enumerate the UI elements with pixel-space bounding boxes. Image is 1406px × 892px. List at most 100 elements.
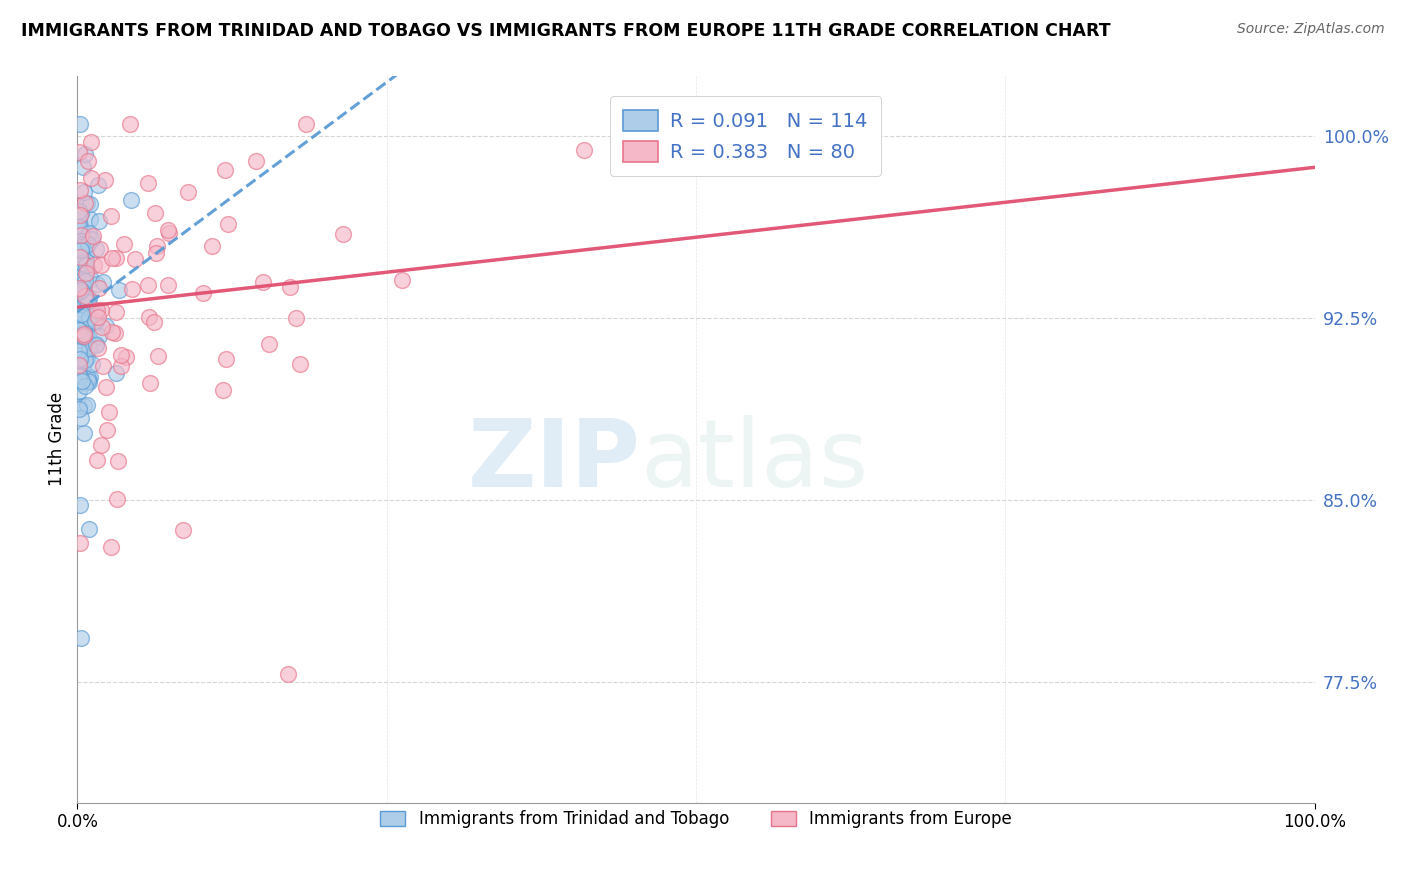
Point (84, 315, 107, 329)
Point (96, 423, 118, 437)
Point (89, 281, 111, 295)
Point (77, 331, 100, 345)
Point (108, 283, 131, 297)
Point (75, 254, 97, 268)
Point (73, 326, 96, 341)
Point (73, 290, 96, 304)
Point (75, 266, 97, 280)
Point (110, 359, 132, 373)
Point (84, 243, 107, 257)
Point (75, 195, 97, 210)
Point (145, 239, 167, 253)
Point (77, 371, 100, 385)
Point (67, 233, 90, 247)
Point (191, 285, 214, 300)
Point (75, 315, 97, 329)
Point (72, 345, 94, 359)
Y-axis label: 11th Grade: 11th Grade (48, 392, 66, 486)
Point (98, 405, 121, 419)
Point (77, 310, 100, 325)
Point (284, 311, 307, 326)
Legend: Immigrants from Trinidad and Tobago, Immigrants from Europe: Immigrants from Trinidad and Tobago, Imm… (374, 803, 1018, 834)
Point (70, 235, 93, 249)
Point (104, 326, 127, 341)
Point (72, 360, 94, 375)
Point (177, 185, 200, 199)
Point (73, 292, 96, 306)
Point (245, 153, 267, 168)
Point (96, 380, 118, 394)
Point (574, 143, 596, 157)
Point (86, 308, 108, 322)
Point (76, 237, 98, 252)
Point (157, 226, 180, 240)
Point (69, 368, 91, 383)
Point (139, 376, 162, 391)
Point (72, 359, 94, 374)
Point (294, 117, 316, 131)
Point (79, 291, 101, 305)
Point (72, 282, 94, 296)
Point (94, 173, 117, 187)
Point (332, 227, 354, 242)
Point (87, 328, 110, 343)
Point (75, 274, 97, 288)
Point (70, 307, 93, 321)
Point (69, 228, 91, 243)
Point (91, 275, 114, 289)
Point (72, 244, 94, 259)
Point (69, 498, 91, 512)
Point (278, 280, 301, 294)
Point (70, 255, 93, 269)
Point (73, 296, 96, 310)
Point (172, 523, 194, 537)
Point (70, 252, 93, 267)
Point (67, 372, 90, 386)
Point (70, 297, 93, 311)
Point (67, 312, 90, 326)
Point (69, 260, 91, 274)
Point (67, 259, 90, 273)
Point (70, 243, 93, 257)
Point (77, 154, 100, 169)
Point (105, 251, 128, 265)
Point (80, 357, 103, 371)
Point (277, 667, 299, 681)
Point (67, 399, 90, 413)
Point (73, 279, 96, 293)
Point (73, 329, 96, 343)
Point (72, 317, 94, 331)
Point (77, 341, 100, 355)
Point (72, 272, 94, 286)
Text: Source: ZipAtlas.com: Source: ZipAtlas.com (1237, 22, 1385, 37)
Point (86, 303, 108, 318)
Point (73, 399, 96, 413)
Point (67, 219, 90, 234)
Point (72, 160, 94, 174)
Point (252, 275, 274, 289)
Point (145, 245, 167, 260)
Point (83, 314, 105, 328)
Point (72, 238, 94, 252)
Point (100, 210, 122, 224)
Point (83, 304, 105, 318)
Point (121, 282, 143, 296)
Point (69, 251, 91, 265)
Point (75, 378, 97, 392)
Point (70, 220, 93, 235)
Point (67, 286, 90, 301)
Point (72, 376, 94, 391)
Point (70, 234, 93, 248)
Point (67, 333, 90, 347)
Point (73, 286, 96, 301)
Point (143, 206, 166, 220)
Point (214, 162, 236, 177)
Point (124, 252, 146, 266)
Point (80, 232, 103, 246)
Point (110, 348, 132, 362)
Point (86, 310, 108, 325)
Point (107, 453, 129, 467)
Point (105, 491, 128, 506)
Point (136, 278, 159, 293)
Point (94, 318, 117, 333)
